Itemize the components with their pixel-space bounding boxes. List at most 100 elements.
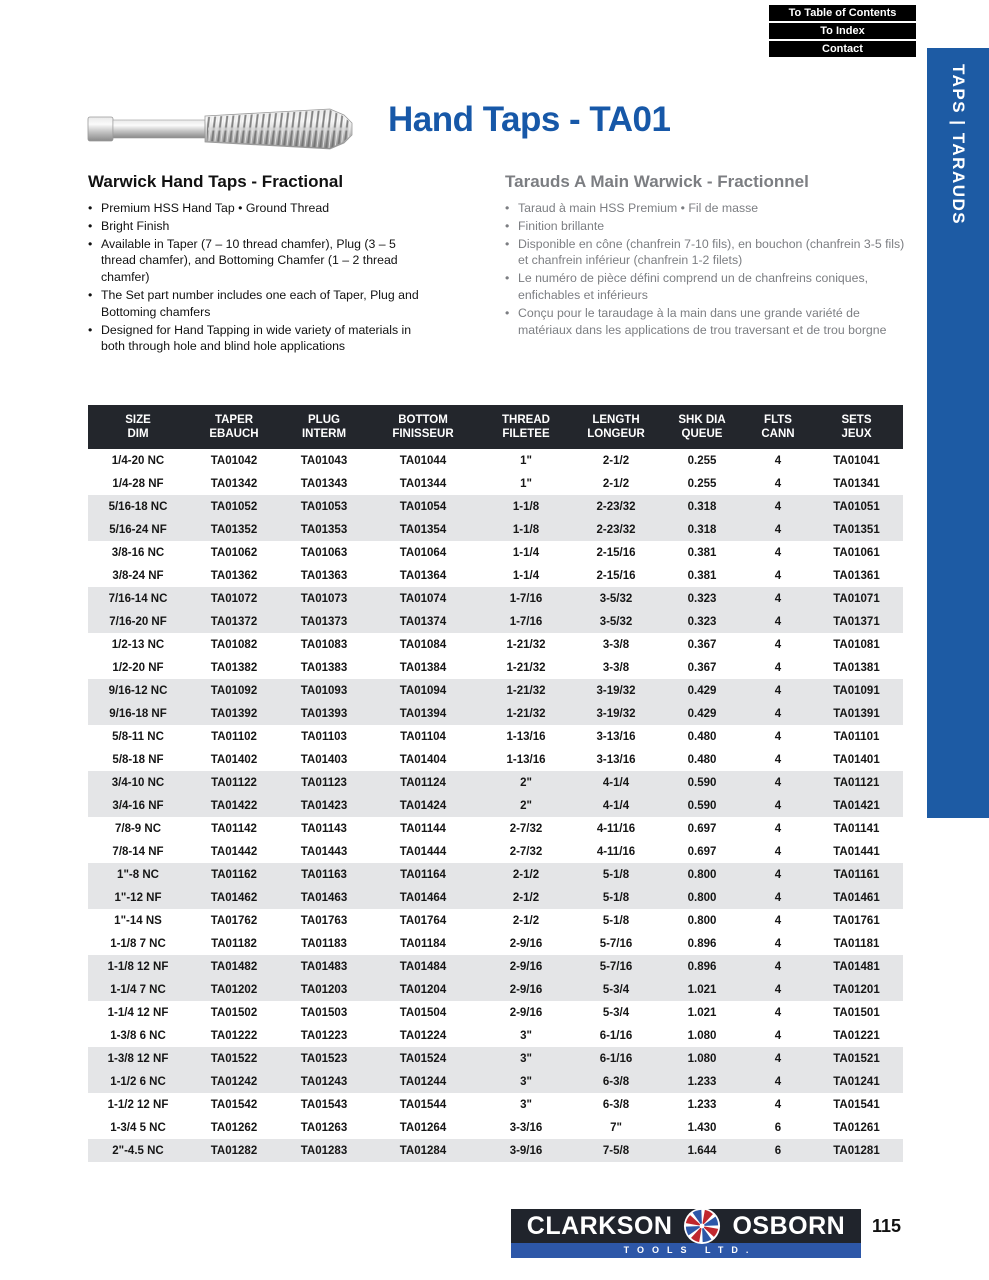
table-row: 1-1/4 12 NF TA01502 TA01503 TA01504 2-9/16 5-…	[88, 1001, 903, 1024]
table-cell: TA01403	[300, 753, 348, 766]
table-cell: TA01401	[833, 753, 880, 766]
table-cell: TA01424	[368, 794, 478, 817]
table-cell: TA01763	[300, 914, 348, 927]
table-cell: TA01372	[188, 610, 280, 633]
column-header: THREAD FILETEE	[478, 405, 574, 449]
table-cell: TA01522	[188, 1047, 280, 1070]
table-cell: TA01284	[368, 1139, 478, 1162]
table-cell: 4	[774, 1098, 782, 1111]
table-cell: 4	[774, 569, 782, 582]
table-cell: 2"-4.5 NC	[88, 1139, 188, 1162]
table-cell: TA01344	[399, 477, 447, 490]
table-cell: TA01224	[399, 1029, 447, 1042]
table-cell: 3-5/32	[574, 587, 658, 610]
table-row: 9/16-18 NF TA01392 TA01393 TA01394 1-21/32 3-…	[88, 702, 903, 725]
table-cell: 2-1/2	[478, 886, 574, 909]
table-cell: TA01362	[210, 569, 258, 582]
table-cell: 1-1/8	[478, 518, 574, 541]
table-cell: 1-1/4	[512, 546, 540, 559]
table-cell: TA01094	[368, 679, 478, 702]
table-cell: TA01441	[833, 845, 880, 858]
table-row: 3/4-10 NC TA01122 TA01123 TA01124 2" 4-1/4 0.5…	[88, 771, 903, 794]
table-cell: 4	[774, 822, 782, 835]
bullet-item: Available in Taper (7 – 10 thread chamfe…	[88, 236, 428, 286]
table-row: 1-3/8 12 NF TA01522 TA01523 TA01524 3" 6-1/16…	[88, 1047, 903, 1070]
table-cell: 4	[746, 978, 810, 1001]
table-row: 1-1/8 12 NF TA01482 TA01483 TA01484 2-9/16 5-…	[88, 955, 903, 978]
table-row: 1"-8 NC TA01162 TA01163 TA01164 2-1/2 5-1/8 0.…	[88, 863, 903, 886]
table-row: 1/2-13 NC TA01082 TA01083 TA01084 1-21/32 3-3…	[88, 633, 903, 656]
table-cell: TA01521	[810, 1047, 903, 1070]
bullet-item: Bright Finish	[88, 218, 428, 235]
table-cell: 4	[774, 845, 782, 858]
table-cell: TA01352	[188, 518, 280, 541]
table-cell: 4-11/16	[596, 822, 636, 835]
table-cell: TA01343	[300, 477, 348, 490]
table-row: 9/16-12 NC TA01092 TA01093 TA01094 1-21/32 3-…	[88, 679, 903, 702]
table-cell: 4	[774, 914, 782, 927]
table-cell: 0.800	[658, 863, 746, 886]
table-cell: 4	[774, 661, 782, 674]
table-cell: TA01503	[300, 1006, 348, 1019]
table-cell: TA01422	[188, 794, 280, 817]
table-cell: 4	[774, 1029, 782, 1042]
table-cell: TA01051	[810, 495, 903, 518]
table-cell: TA01243	[280, 1070, 368, 1093]
to-table-of-contents-button[interactable]: To Table of Contents	[769, 5, 916, 21]
table-cell: TA01071	[810, 587, 903, 610]
table-cell: TA01103	[301, 730, 347, 743]
table-cell: 4	[774, 546, 782, 559]
table-cell: TA01222	[210, 1029, 258, 1042]
table-cell: TA01142	[211, 822, 257, 835]
table-cell: TA01504	[399, 1006, 447, 1019]
table-cell: 4	[746, 955, 810, 978]
table-cell: TA01392	[188, 702, 280, 725]
table-cell: 2-9/16	[478, 978, 574, 1001]
table-cell: 1.233	[658, 1070, 746, 1093]
table-cell: 1-1/8	[478, 495, 574, 518]
section-tab-taps[interactable]: TAPS | TARAUDS	[927, 48, 989, 818]
table-row: 5/8-18 NF TA01402 TA01403 TA01404 1-13/16 3-1…	[88, 748, 903, 771]
table-cell: 5-3/4	[602, 1006, 630, 1019]
table-cell: 4	[746, 863, 810, 886]
page-number: 115	[872, 1216, 902, 1236]
intro-french-bullets: Taraud à main HSS Premium • Fil de masse…	[505, 200, 907, 338]
table-row: 3/4-16 NF TA01422 TA01423 TA01424 2" 4-1/4 0.5…	[88, 794, 903, 817]
table-cell: 5-3/4	[574, 978, 658, 1001]
table-cell: 0.323	[658, 587, 746, 610]
table-cell: 0.480	[687, 753, 717, 766]
table-cell: 2-7/32	[509, 845, 543, 858]
table-cell: 4	[774, 477, 782, 490]
table-cell: 7/8-9 NC	[114, 822, 162, 835]
table-cell: 7/16-14 NC	[88, 587, 188, 610]
contact-button[interactable]: Contact	[769, 41, 916, 57]
table-cell: 6-3/8	[574, 1070, 658, 1093]
table-cell: 5-7/16	[574, 955, 658, 978]
table-cell: 1-21/32	[478, 702, 574, 725]
table-cell: TA01054	[368, 495, 478, 518]
table-cell: TA01283	[280, 1139, 368, 1162]
table-cell: TA01201	[810, 978, 903, 1001]
table-cell: TA01074	[368, 587, 478, 610]
table-cell: TA01374	[368, 610, 478, 633]
table-cell: 1-1/4	[512, 569, 540, 582]
table-cell: 3-19/32	[574, 679, 658, 702]
intro-english-bullets: Premium HSS Hand Tap • Ground ThreadBrig…	[88, 200, 428, 355]
table-cell: TA01082	[210, 638, 258, 651]
table-cell: 2-9/16	[509, 937, 543, 950]
table-cell: TA01091	[810, 679, 903, 702]
bullet-item: Finition brillante	[505, 218, 907, 235]
table-cell: 6-1/16	[599, 1029, 633, 1042]
to-index-button[interactable]: To Index	[769, 23, 916, 39]
table-cell: 1"	[520, 477, 532, 490]
table-cell: TA01383	[300, 661, 348, 674]
column-header: BOTTOM FINISSEUR	[368, 405, 478, 449]
table-cell: TA01484	[368, 955, 478, 978]
table-cell: 3-19/32	[574, 702, 658, 725]
table-cell: 6	[746, 1139, 810, 1162]
table-cell: 0.323	[658, 610, 746, 633]
bullet-item: Designed for Hand Tapping in wide variet…	[88, 322, 428, 356]
table-row: 1/4-20 NC TA01042 TA01043 TA01044 1" 2-1/2 0.2…	[88, 449, 903, 472]
table-cell: 2-1/2	[602, 454, 630, 467]
table-cell: TA01544	[399, 1098, 447, 1111]
